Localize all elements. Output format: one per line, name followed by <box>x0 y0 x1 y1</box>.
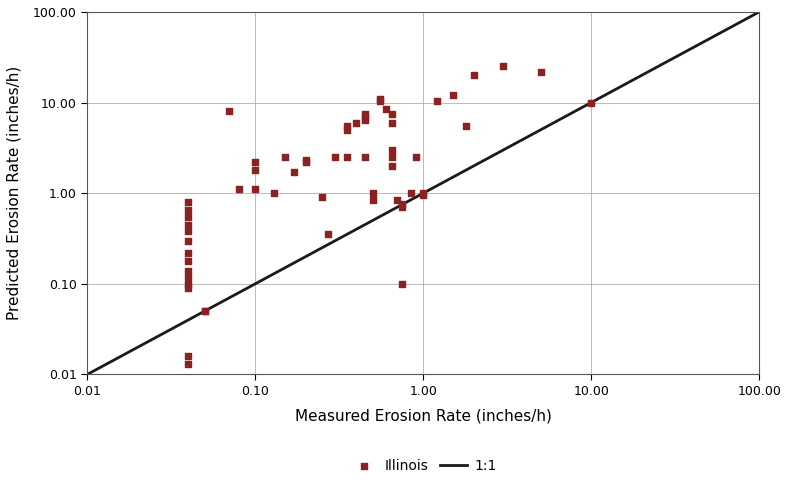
Illinois <box>182 228 195 235</box>
Illinois <box>405 189 418 197</box>
Illinois <box>182 352 195 360</box>
Illinois <box>279 153 292 161</box>
Illinois <box>359 116 371 123</box>
Illinois <box>199 307 211 315</box>
Illinois <box>340 122 353 130</box>
Illinois <box>182 273 195 280</box>
Illinois <box>385 119 398 127</box>
Illinois <box>396 280 408 288</box>
Illinois <box>497 63 510 71</box>
Illinois <box>396 204 408 211</box>
Illinois <box>182 249 195 257</box>
Illinois <box>182 198 195 206</box>
Illinois <box>385 146 398 154</box>
Illinois <box>182 213 195 220</box>
Illinois <box>350 119 362 127</box>
Illinois <box>182 237 195 244</box>
Illinois <box>385 110 398 118</box>
Illinois <box>182 284 195 292</box>
Illinois <box>585 99 597 107</box>
Illinois <box>359 153 371 161</box>
Illinois <box>391 196 403 204</box>
Illinois <box>380 105 392 113</box>
Illinois <box>249 166 262 174</box>
Illinois <box>182 257 195 264</box>
Illinois <box>182 206 195 214</box>
Illinois <box>268 189 281 197</box>
Illinois <box>534 68 547 75</box>
Illinois <box>417 189 429 197</box>
Illinois <box>182 267 195 275</box>
Legend: Illinois, 1:1: Illinois, 1:1 <box>344 454 502 479</box>
Illinois <box>299 156 312 164</box>
Illinois <box>223 108 236 115</box>
Illinois <box>359 110 371 118</box>
Y-axis label: Predicted Erosion Rate (inches/h): Predicted Erosion Rate (inches/h) <box>7 66 22 320</box>
Illinois <box>385 153 398 161</box>
Illinois <box>182 221 195 228</box>
Illinois <box>232 186 245 193</box>
Illinois <box>417 192 429 199</box>
Illinois <box>359 113 371 120</box>
Illinois <box>249 186 262 193</box>
X-axis label: Measured Erosion Rate (inches/h): Measured Erosion Rate (inches/h) <box>295 409 552 424</box>
Illinois <box>299 158 312 166</box>
Illinois <box>199 307 211 315</box>
Illinois <box>467 72 480 79</box>
Illinois <box>340 153 353 161</box>
Illinois <box>322 231 334 239</box>
Illinois <box>409 153 422 161</box>
Illinois <box>374 95 386 103</box>
Illinois <box>182 360 195 368</box>
Illinois <box>329 153 342 161</box>
Illinois <box>182 280 195 288</box>
Illinois <box>366 196 379 204</box>
Illinois <box>460 122 473 130</box>
Illinois <box>366 189 379 197</box>
Illinois <box>447 92 459 99</box>
Illinois <box>374 97 386 105</box>
Illinois <box>396 201 408 208</box>
Illinois <box>316 193 329 201</box>
Illinois <box>385 162 398 170</box>
Illinois <box>430 97 443 105</box>
Illinois <box>340 126 353 133</box>
Illinois <box>288 168 300 176</box>
Illinois <box>249 158 262 166</box>
